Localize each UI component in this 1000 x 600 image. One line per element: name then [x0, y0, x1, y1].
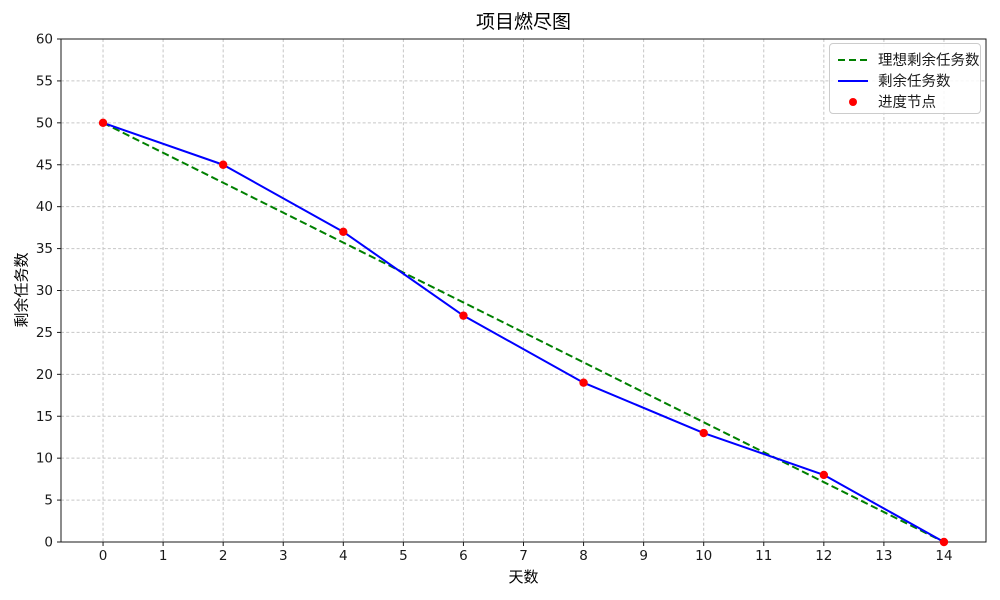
legend-item-actual: 剩余任务数: [830, 70, 980, 91]
svg-text:0: 0: [99, 548, 108, 564]
x-axis-label: 天数: [508, 568, 539, 586]
svg-text:11: 11: [755, 548, 772, 564]
svg-text:50: 50: [36, 115, 53, 131]
chart-title: 项目燃尽图: [475, 11, 571, 33]
legend-label: 进度节点: [878, 95, 936, 111]
solid-line-icon: [838, 79, 868, 82]
legend-item-nodes: 进度节点: [830, 91, 980, 112]
svg-text:10: 10: [36, 451, 53, 467]
actual-remaining-line: [102, 121, 945, 543]
svg-text:40: 40: [36, 199, 53, 215]
svg-text:10: 10: [695, 548, 712, 564]
y-axis-label: 剩余任务数: [12, 252, 31, 328]
svg-text:8: 8: [579, 548, 588, 564]
svg-text:4: 4: [339, 548, 348, 564]
svg-text:5: 5: [44, 493, 53, 509]
legend-label: 剩余任务数: [878, 74, 951, 90]
svg-text:15: 15: [36, 409, 53, 425]
svg-text:60: 60: [36, 32, 53, 48]
y-tick-labels: 0 5 10 15 20 25 30 35 40 45 50 55 60: [36, 32, 53, 551]
svg-text:35: 35: [36, 241, 53, 257]
svg-text:1: 1: [159, 548, 168, 564]
dashed-line-icon: [838, 58, 868, 61]
svg-text:7: 7: [519, 548, 528, 564]
svg-text:45: 45: [36, 157, 53, 173]
svg-text:9: 9: [639, 548, 648, 564]
svg-text:12: 12: [815, 548, 832, 564]
dot-marker-icon: [838, 97, 868, 106]
svg-text:55: 55: [36, 73, 53, 89]
grid-lines: [61, 38, 986, 543]
svg-text:14: 14: [935, 548, 952, 564]
svg-text:13: 13: [875, 548, 892, 564]
svg-text:6: 6: [459, 548, 468, 564]
legend-item-ideal: 理想剩余任务数: [830, 49, 980, 70]
x-tick-labels: 0 1 2 3 4 5 6 7 8 9 10 11 12 13 14: [99, 548, 953, 564]
svg-text:0: 0: [44, 535, 53, 551]
svg-text:5: 5: [399, 548, 408, 564]
svg-text:25: 25: [36, 325, 53, 341]
ideal-remaining-line: [102, 121, 945, 543]
legend: 理想剩余任务数 剩余任务数 进度节点: [829, 43, 981, 114]
legend-label: 理想剩余任务数: [878, 53, 980, 69]
svg-text:30: 30: [36, 283, 53, 299]
svg-text:2: 2: [219, 548, 228, 564]
svg-text:3: 3: [279, 548, 288, 564]
svg-text:20: 20: [36, 367, 53, 383]
progress-node-points: [98, 118, 949, 547]
